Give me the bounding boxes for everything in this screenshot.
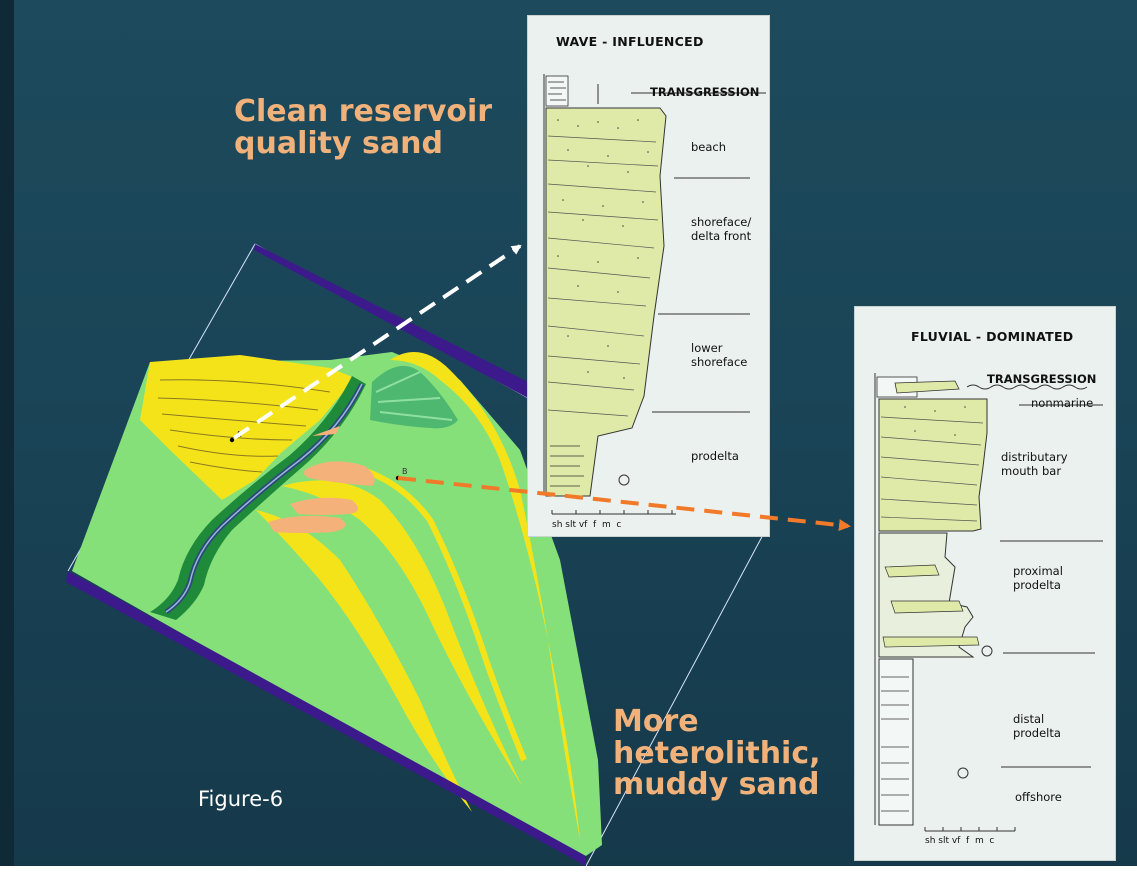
fluvial-facies-proximal-1: proximal (1013, 564, 1063, 578)
wave-panel-title: WAVE - INFLUENCED (556, 34, 704, 49)
wave-facies-shoreface-1: shoreface/ (691, 215, 752, 229)
point-a-marker (229, 437, 235, 443)
fluvial-facies-distal-1: distal (1013, 712, 1045, 726)
point-b-label: B (402, 467, 408, 476)
fluvial-facies-offshore: offshore (1015, 790, 1062, 804)
wave-influenced-log-panel: WAVE - INFLUENCED (527, 15, 770, 537)
fluvial-facies-proximal-2: prodelta (1013, 578, 1061, 592)
fluvial-panel-title: FLUVIAL - DOMINATED (911, 329, 1074, 344)
figure-caption: Figure-6 (198, 787, 284, 811)
bottom-edge-bar (0, 866, 1137, 879)
heterolithic-line-3: muddy sand (613, 767, 820, 802)
wave-facies-lower-1: lower (691, 341, 723, 355)
clean-sand-line-1: Clean reservoir (234, 94, 493, 129)
fluvial-transgression-label: TRANSGRESSION (987, 372, 1097, 386)
wave-facies-beach: beach (691, 140, 727, 154)
clean-sand-headline: Clean reservoir quality sand (234, 96, 492, 159)
fluvial-log-column (874, 373, 1103, 832)
mouth-bar-2 (290, 497, 359, 515)
fluvial-facies-distal-2: prodelta (1013, 726, 1061, 740)
left-edge-bar (0, 0, 14, 879)
wave-facies-lower-2: shoreface (691, 355, 748, 369)
wave-transgression-label: TRANSGRESSION (650, 85, 760, 99)
wave-log-column (543, 74, 766, 515)
fluvial-facies-mouthbar-2: mouth bar (1001, 464, 1062, 478)
purple-border-bottom (66, 571, 586, 866)
fluvial-facies-mouthbar-1: distributary (1001, 450, 1068, 464)
heterolithic-line-1: More (613, 704, 699, 739)
mouth-bar-1 (304, 461, 375, 486)
fluvial-dominated-log-panel: FLUVIAL - DOMINATED (854, 306, 1116, 861)
heterolithic-headline: More heterolithic, muddy sand (613, 706, 821, 801)
heterolithic-line-2: heterolithic, (613, 735, 821, 771)
mouth-bar-3 (268, 515, 346, 533)
point-b-marker (395, 475, 401, 481)
point-a-label: A (236, 430, 242, 439)
wave-facies-prodelta: prodelta (691, 449, 739, 463)
barrier-sand-mid (282, 480, 522, 786)
clean-sand-line-2: quality sand (234, 125, 443, 161)
block-edge-right (585, 532, 765, 867)
fluvial-nonmarine-label: nonmarine (1031, 396, 1094, 410)
wave-grain-scale: sh slt vf f m c (552, 520, 622, 530)
wave-facies-shoreface-2: delta front (691, 229, 752, 243)
fluvial-grain-scale: sh slt vf f m c (925, 836, 995, 846)
